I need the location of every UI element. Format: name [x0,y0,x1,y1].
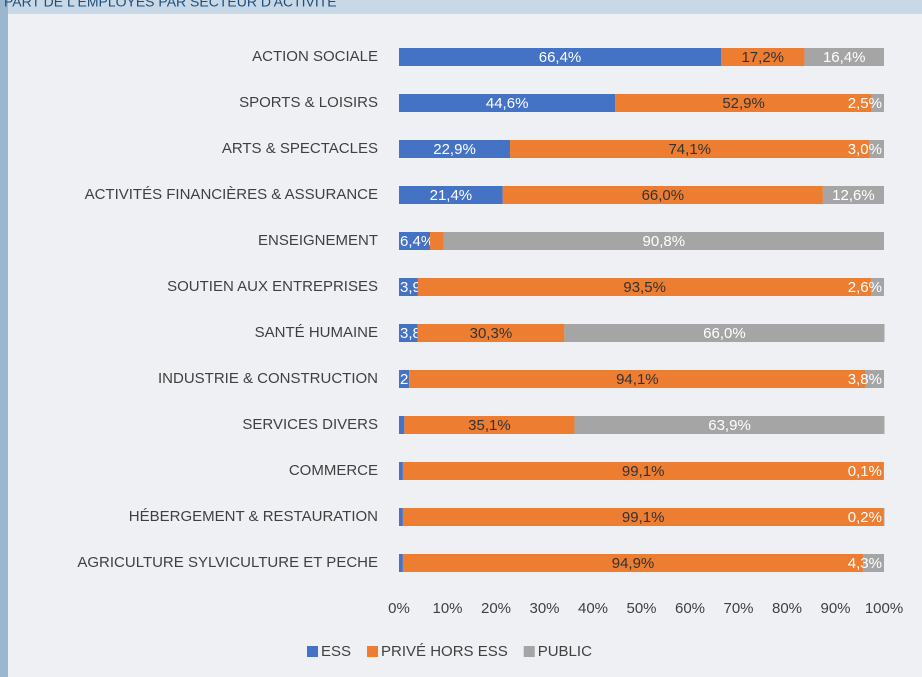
bar-segment [399,48,722,66]
bar-segment [399,140,511,158]
y-tick-label: INDUSTRIE & CONSTRUCTION [158,370,378,387]
bar-segment [409,370,866,388]
data-label: 3,8% [848,371,882,388]
x-tick-label: 20% [481,600,511,617]
y-tick-label: ACTION SOCIALE [252,48,378,65]
bar-segment [417,324,565,342]
bar-segment [564,324,885,342]
data-label: 44,6% [486,95,529,112]
data-label: 94,1% [616,371,659,388]
bar-segment [443,232,884,250]
data-label: 52,9% [722,95,765,112]
data-label: 99,1% [622,463,665,480]
data-label: 0,2% [848,509,882,526]
bar-segment [869,140,884,158]
y-tick-label: ENSEIGNEMENT [258,232,378,249]
x-tick-label: 80% [772,600,802,617]
bar-segment [510,140,870,158]
y-tick-label: SOUTIEN AUX ENTREPRISES [167,278,378,295]
bar-segment [399,324,418,342]
bar-segment [822,186,884,204]
data-label: 90,8% [643,233,686,250]
data-label: 4,3% [848,555,882,572]
x-tick-label: 10% [432,600,462,617]
x-tick-label: 50% [626,600,656,617]
bar-segment [502,186,823,204]
chart-title: PART DE L'EMPLOYÉS PAR SECTEUR D'ACTIVIT… [4,0,337,10]
bar-segment [399,94,616,112]
bar-segment [399,232,431,250]
bar-segment [804,48,884,66]
legend-swatch [367,646,379,657]
bar-segment [399,508,403,526]
y-tick-label: ARTS & SPECTACLES [222,140,378,157]
bar-segment [871,278,884,296]
legend-label: ESS [321,643,351,660]
x-tick-label: 100% [865,600,903,617]
bar-segment [417,278,872,296]
bar-segment [399,186,503,204]
bar-segment [883,508,885,526]
data-label: 63,9% [708,417,751,434]
bar-segment [402,462,884,480]
legend-swatch [523,646,535,657]
data-label: 74,1% [668,141,711,158]
legend-label: PUBLIC [538,643,592,660]
legend-label: PRIVÉ HORS ESS [381,643,508,660]
data-label: 66,4% [539,49,582,66]
y-tick-label: COMMERCE [289,462,378,479]
bar-segment [865,370,884,388]
bar-segment [399,462,403,480]
y-tick-label: SPORTS & LOISIRS [239,94,378,111]
data-label: 35,1% [468,417,511,434]
title-bar [0,0,922,14]
y-tick-label: SERVICES DIVERS [242,416,378,433]
data-label: 2,6% [848,279,882,296]
bar-segment [615,94,872,112]
bar-segment [404,416,575,434]
y-tick-label: HÉBERGEMENT & RESTAURATION [129,508,378,525]
data-label: 30,3% [470,325,513,342]
data-label: 6,4% [400,233,434,250]
bar-segment [871,94,884,112]
data-label: 99,1% [622,509,665,526]
bar-segment [399,278,418,296]
x-tick-label: 30% [529,600,559,617]
data-label: 93,5% [623,279,666,296]
data-label: 16,4% [823,49,866,66]
x-tick-label: 0% [388,600,410,617]
y-tick-label: AGRICULTURE SYLVICULTURE ET PECHE [77,554,378,571]
bar-segment [863,554,884,572]
data-label: 12,6% [832,187,875,204]
bar-segment [399,370,410,388]
data-label: 17,2% [741,49,784,66]
bar-segment [399,554,403,572]
bar-segment [402,508,884,526]
left-border [0,0,8,677]
data-label: 0,1% [848,463,882,480]
data-label: 94,9% [612,555,655,572]
bar-segment [721,48,805,66]
bar-segment [574,416,885,434]
x-tick-label: 40% [578,600,608,617]
bar-segment [399,416,405,434]
data-label: 66,0% [703,325,746,342]
bar-segment [402,554,864,572]
bar-segment [430,232,444,250]
legend-swatch [307,646,318,657]
data-label: 66,0% [642,187,685,204]
data-label: 21,4% [430,187,473,204]
y-tick-label: ACTIVITÉS FINANCIÈRES & ASSURANCE [85,186,378,203]
x-tick-label: 70% [723,600,753,617]
x-tick-label: 60% [675,600,705,617]
data-label: 2,5% [848,95,882,112]
data-label: 3,0% [848,141,882,158]
data-label: 22,9% [433,141,476,158]
x-tick-label: 90% [820,600,850,617]
y-tick-label: SANTÉ HUMAINE [255,324,378,341]
